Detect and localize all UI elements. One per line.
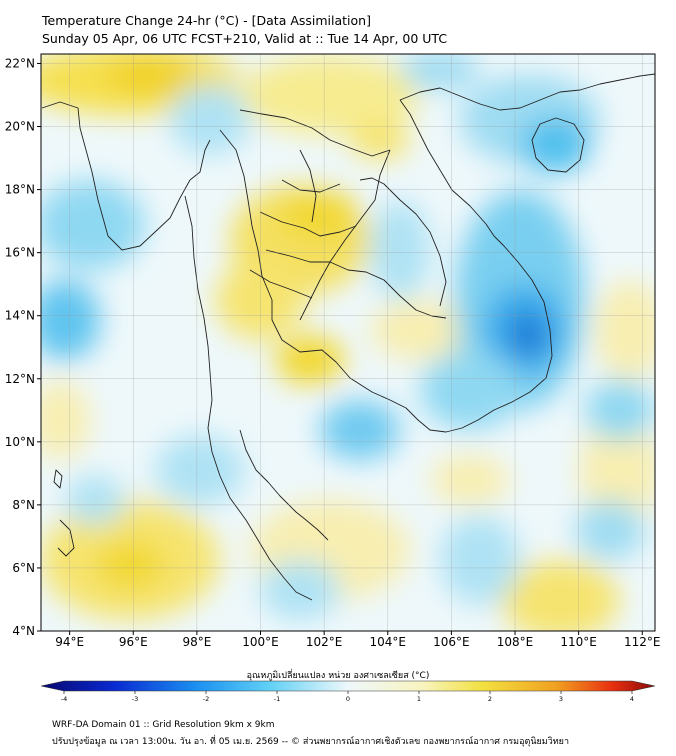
lon-tick-label: 104°E <box>370 635 407 649</box>
lat-tick-label: 8°N <box>12 498 35 512</box>
colorbar-label: อุณหภูมิเปลี่ยนแปลง หน่วย องศาเซลเซียส (… <box>246 671 430 681</box>
border-laos-thailand <box>299 149 391 321</box>
coastline-bay-of-bengal <box>41 101 211 251</box>
coastline-peninsula-east <box>239 429 329 541</box>
lat-tick-label: 16°N <box>5 246 35 260</box>
lat-tick-label: 22°N <box>5 56 35 70</box>
map-frame <box>40 53 656 632</box>
temperature-field <box>41 54 655 631</box>
hainan-island <box>531 117 585 173</box>
nicobar-islands <box>57 519 75 557</box>
map-title: Temperature Change 24-hr (°C) - [Data As… <box>42 13 371 28</box>
coastline-vietnam-north <box>399 99 487 225</box>
colorbar-ticks: -4 -3 -2 -1 0 1 2 3 4 <box>61 691 634 703</box>
map-subtitle: Sunday 05 Apr, 06 UTC FCST+210, Valid at… <box>42 31 448 46</box>
lon-tick-label: 110°E <box>560 635 597 649</box>
lat-tick-label: 12°N <box>5 372 35 386</box>
lat-axis: 22°N 20°N 18°N 16°N 14°N 12°N 10°N 8°N 6°N 4°N <box>5 56 41 638</box>
coastline-gulf-of-thailand <box>271 223 553 433</box>
lat-tick-label: 18°N <box>5 183 35 197</box>
coastline-andaman <box>184 195 313 601</box>
coastline-south-china <box>399 73 655 111</box>
border-myanmar-thailand <box>219 129 273 320</box>
graticule <box>41 54 655 631</box>
lon-tick-label: 106°E <box>433 635 470 649</box>
province-lines-5 <box>299 149 317 223</box>
footer-model-info: WRF-DA Domain 01 :: Grid Resolution 9km … <box>52 720 275 730</box>
province-lines-4 <box>281 179 341 193</box>
lon-tick-label: 108°E <box>497 635 534 649</box>
lat-tick-label: 6°N <box>12 561 35 575</box>
border-laos-vietnam <box>359 177 447 307</box>
colorbar-tick-label: 2 <box>488 695 492 703</box>
colorbar-tick-label: -3 <box>132 695 138 703</box>
province-lines-3 <box>249 269 313 299</box>
island-west <box>53 469 63 489</box>
lon-tick-label: 98°E <box>182 635 211 649</box>
lon-tick-label: 112°E <box>624 635 661 649</box>
colorbar-tick-label: -2 <box>203 695 209 703</box>
lon-tick-label: 94°E <box>55 635 84 649</box>
colorbar-tick-label: 4 <box>630 695 634 703</box>
lat-tick-label: 20°N <box>5 120 35 134</box>
colorbar: -4 -3 -2 -1 0 1 2 3 4 <box>40 680 656 703</box>
colorbar-bar <box>40 680 656 692</box>
colorbar-tick-label: -4 <box>61 695 67 703</box>
province-lines-2 <box>265 249 330 263</box>
colorbar-tick-label: 3 <box>559 695 563 703</box>
lon-tick-label: 96°E <box>119 635 148 649</box>
lon-tick-label: 100°E <box>242 635 279 649</box>
footer-update-info: ปรับปรุงข้อมูล ณ เวลา 13:00น. วัน อา. ที… <box>52 737 570 747</box>
colorbar-tick-label: -1 <box>274 695 280 703</box>
lon-tick-label: 102°E <box>306 635 343 649</box>
lon-axis: 94°E 96°E 98°E 100°E 102°E 104°E 106°E 108°E 110… <box>55 631 661 649</box>
border-cambodia-north <box>329 261 447 319</box>
province-lines-1 <box>259 211 357 237</box>
border-north <box>239 109 391 157</box>
colorbar-tick-label: 0 <box>346 695 350 703</box>
colorbar-tick-label: 1 <box>417 695 421 703</box>
lat-tick-label: 14°N <box>5 309 35 323</box>
lat-tick-label: 10°N <box>5 435 35 449</box>
lat-tick-label: 4°N <box>12 624 35 638</box>
